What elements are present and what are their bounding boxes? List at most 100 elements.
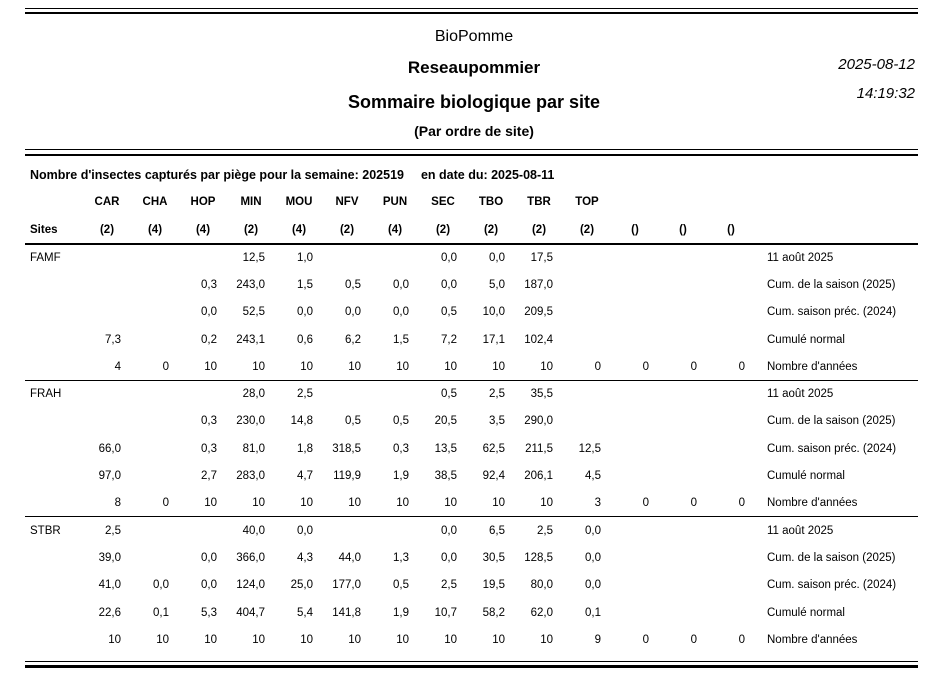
value-cell: 38,5	[434, 470, 457, 483]
trap-counts-row: Sites (2) (4) (4) (2) (4) (2) (4) (2) (2) (2) (2) (…	[25, 216, 918, 244]
row-label: Cumulé normal	[767, 333, 845, 346]
value-cell	[661, 572, 709, 599]
table-row: 7,3 0,2 243,1 0,6 6,2 1,5 7,2 17,1 102,4 Cumulé n…	[25, 326, 918, 353]
site-name: FRAH	[30, 388, 62, 401]
value-cell: 211,5	[525, 442, 553, 455]
value-cell	[613, 544, 661, 571]
value-cell: 12,5	[578, 442, 601, 455]
site-name-empty	[25, 490, 85, 517]
value-cell: 10	[348, 633, 361, 646]
value-cell: 4,5	[585, 470, 601, 483]
value-cell: 97,0	[98, 470, 121, 483]
value-cell: 1,9	[393, 470, 409, 483]
value-cell	[133, 517, 181, 544]
value-cell: 318,5	[332, 442, 361, 455]
table-row: 66,0 0,3 81,0 1,8 318,5 0,3 13,5 62,5 211,5 12,5 C…	[25, 435, 918, 462]
row-label: Cum. saison préc. (2024)	[767, 579, 897, 592]
value-cell: 10	[492, 497, 505, 510]
table-row: STBR 2,5 40,0 0,0 0,0 6,5 2,5 0,0 11 août 2025	[25, 517, 918, 544]
trap-count-min: (2)	[243, 223, 259, 236]
trap-count-top: (2)	[579, 223, 595, 236]
value-cell	[613, 599, 661, 626]
value-cell	[133, 299, 181, 326]
table-row: 8 0 10 10 10 10 10 10 10 10 3 0 0 0 Nombre d'années	[25, 490, 918, 517]
value-cell	[133, 326, 181, 353]
value-cell	[661, 271, 709, 298]
value-cell: 10	[396, 633, 409, 646]
value-cell	[133, 544, 181, 571]
value-cell	[661, 462, 709, 489]
value-cell: 0	[162, 360, 169, 373]
row-label: Cum. de la saison (2025)	[767, 551, 896, 564]
value-cell: 0,1	[585, 606, 601, 619]
table-row: FRAH 28,0 2,5 0,5 2,5 35,5 11 août 2025	[25, 380, 918, 407]
print-datetime: 2025-08-12 14:19:32	[838, 55, 915, 103]
value-cell: 187,0	[524, 278, 553, 291]
column-code-nfv: NFV	[335, 196, 359, 208]
network-title: Reseaupommier	[407, 58, 541, 77]
value-cell	[133, 244, 181, 271]
value-cell: 66,0	[98, 442, 121, 455]
value-cell: 0	[738, 497, 745, 510]
value-cell	[133, 271, 181, 298]
value-cell	[709, 244, 757, 271]
value-cell: 119,9	[333, 470, 361, 483]
value-cell: 206,1	[524, 470, 553, 483]
value-cell: 10	[348, 497, 361, 510]
column-code-empty	[661, 188, 709, 216]
column-code-tbo: TBO	[478, 196, 504, 208]
table-row: 0,3 230,0 14,8 0,5 0,5 20,5 3,5 290,0 Cum. de la…	[25, 408, 918, 435]
value-cell	[565, 271, 613, 298]
trap-count-mou: (4)	[291, 223, 307, 236]
value-cell: 0,6	[297, 333, 313, 346]
value-cell	[325, 380, 373, 407]
value-cell	[613, 380, 661, 407]
value-cell: 0,0	[153, 579, 169, 592]
value-cell: 0,0	[345, 306, 361, 319]
value-cell: 0	[690, 360, 697, 373]
column-code-cha: CHA	[142, 196, 168, 208]
value-cell: 10	[252, 360, 265, 373]
value-cell: 10	[492, 633, 505, 646]
value-cell: 6,2	[345, 333, 361, 346]
site-name-empty	[25, 353, 85, 380]
value-cell: 177,0	[332, 579, 361, 592]
page-bottom-divider-thick	[25, 665, 918, 669]
value-cell: 2,5	[537, 524, 553, 537]
table-row: 39,0 0,0 366,0 4,3 44,0 1,3 0,0 30,5 128,5 0,0 Cum…	[25, 544, 918, 571]
value-cell	[661, 599, 709, 626]
trap-count-empty-11: ()	[631, 223, 639, 236]
value-cell	[709, 517, 757, 544]
page-top-divider-thin	[25, 8, 918, 9]
table-row: 0,0 52,5 0,0 0,0 0,0 0,5 10,0 209,5 Cum. saison …	[25, 299, 918, 326]
value-cell: 0,0	[201, 551, 217, 564]
value-cell	[181, 517, 229, 544]
site-name: STBR	[30, 524, 61, 537]
value-cell: 4,7	[297, 470, 313, 483]
value-cell: 0,5	[441, 306, 457, 319]
value-cell: 0,3	[201, 278, 217, 291]
value-cell	[613, 299, 661, 326]
row-label: Cumulé normal	[767, 606, 845, 619]
value-cell: 10	[300, 497, 313, 510]
site-name-empty	[25, 299, 85, 326]
value-cell: 12,5	[242, 252, 265, 265]
site-name: FAMF	[30, 252, 61, 265]
value-cell	[709, 572, 757, 599]
trap-count-empty-12: ()	[679, 223, 687, 236]
value-cell	[709, 544, 757, 571]
value-cell: 17,5	[530, 252, 553, 265]
trap-count-nfv: (2)	[339, 223, 355, 236]
column-code-empty	[613, 188, 661, 216]
row-label: Cum. saison préc. (2024)	[767, 442, 897, 455]
value-cell: 0,0	[441, 524, 457, 537]
value-cell: 0,0	[585, 551, 601, 564]
value-cell	[709, 380, 757, 407]
value-cell	[181, 244, 229, 271]
value-cell	[613, 326, 661, 353]
header-divider-thin	[25, 149, 918, 150]
value-cell: 7,2	[441, 333, 457, 346]
value-cell: 5,3	[201, 606, 217, 619]
value-cell: 2,5	[441, 579, 457, 592]
row-label-column-header	[757, 216, 918, 244]
